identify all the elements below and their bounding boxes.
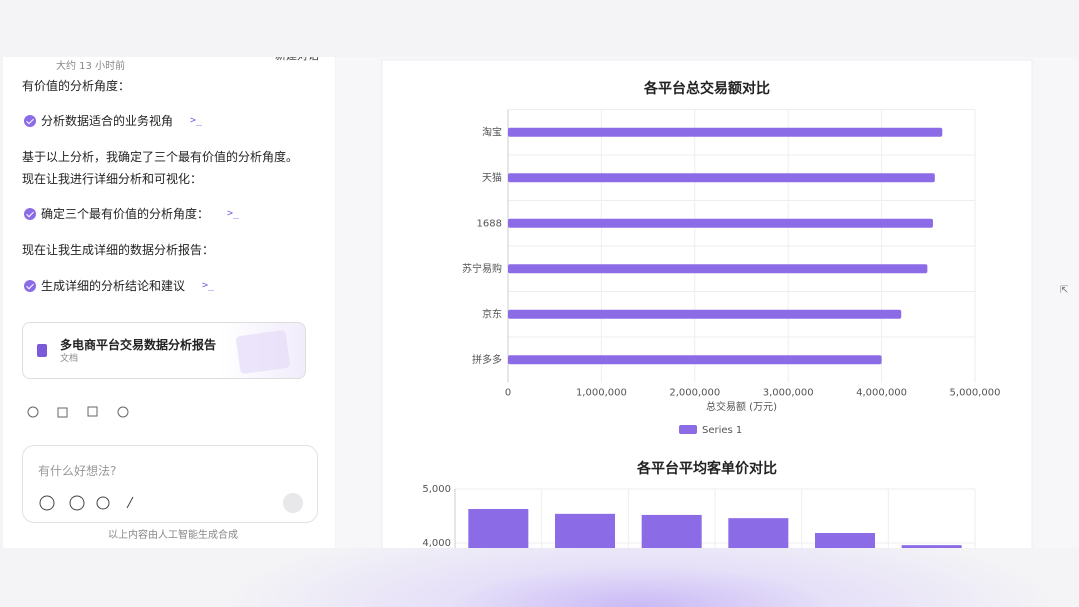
bar bbox=[901, 545, 962, 548]
terminal-icon[interactable]: >_ bbox=[202, 280, 215, 291]
action-icons bbox=[27, 406, 129, 418]
input-placeholder: 有什么好想法? bbox=[38, 464, 117, 478]
y-tick-label: 5,000 bbox=[422, 484, 451, 495]
send-button[interactable] bbox=[283, 493, 303, 513]
bar bbox=[508, 264, 928, 274]
doc-thumbnail bbox=[235, 329, 291, 375]
message-text: 有价值的分析角度： bbox=[22, 79, 131, 93]
bar bbox=[468, 508, 529, 548]
timestamp: 大约 13 小时前 bbox=[56, 61, 126, 72]
x-axis-label: 总交易额 (万元) bbox=[706, 400, 777, 413]
message-text: 现在让我生成详细的数据分析报告： bbox=[22, 243, 215, 257]
dislike-icon[interactable] bbox=[87, 406, 98, 417]
x-tick-label: 1,000,000 bbox=[576, 388, 627, 399]
doc-subtitle: 文档 bbox=[60, 354, 79, 364]
x-tick-label: 0 bbox=[505, 388, 511, 399]
input-box[interactable]: 有什么好想法? bbox=[22, 445, 318, 523]
check-icon bbox=[24, 280, 36, 292]
new-chat-button[interactable]: 新建对话 bbox=[275, 57, 319, 67]
bar bbox=[815, 533, 875, 548]
bar bbox=[508, 173, 935, 183]
report-panel: 各平台总交易额对比 0 1,000,000 2,000,000 3,000,000 4,0… bbox=[336, 57, 1079, 548]
like-icon[interactable] bbox=[57, 407, 68, 418]
retry-icon[interactable] bbox=[27, 406, 39, 418]
chat-panel: 大约 13 小时前 新建对话 有价值的分析角度： 分析数据适合的业务视角 >_ … bbox=[3, 57, 335, 548]
terminal-icon[interactable]: >_ bbox=[227, 208, 240, 219]
step-text[interactable]: 生成详细的分析结论和建议 bbox=[41, 279, 186, 293]
step-text[interactable]: 确定三个最有价值的分析角度： bbox=[41, 207, 210, 221]
y-tick-label: 4,000 bbox=[422, 538, 451, 548]
x-tick-label: 5,000,000 bbox=[950, 388, 1001, 399]
x-tick-label: 3,000,000 bbox=[763, 388, 814, 399]
bar bbox=[508, 355, 882, 365]
chart-title: 各平台平均客单价对比 bbox=[636, 460, 777, 477]
agent-icon[interactable] bbox=[39, 495, 55, 511]
y-tick-label: 天猫 bbox=[482, 171, 502, 184]
bar bbox=[508, 218, 933, 228]
doc-title: 多电商平台交易数据分析报告 bbox=[60, 338, 217, 352]
mention-icon[interactable] bbox=[96, 496, 110, 510]
bar bbox=[728, 518, 789, 548]
charts: 各平台总交易额对比 0 1,000,000 2,000,000 3,000,000 4,0… bbox=[381, 59, 1033, 548]
legend-swatch bbox=[679, 425, 697, 434]
footer-note: 以上内容由人工智能生成合成 bbox=[108, 530, 238, 541]
check-icon bbox=[24, 208, 36, 220]
y-tick-label: 京东 bbox=[482, 307, 502, 320]
bar bbox=[641, 514, 702, 548]
bar bbox=[508, 309, 902, 319]
x-tick-label: 2,000,000 bbox=[669, 388, 720, 399]
step-text[interactable]: 分析数据适合的业务视角 bbox=[41, 114, 174, 128]
bar bbox=[555, 513, 615, 548]
y-tick-label: 1688 bbox=[477, 218, 502, 229]
attach-icon[interactable] bbox=[126, 496, 134, 509]
y-tick-label: 拼多多 bbox=[472, 353, 502, 366]
legend-label: Series 1 bbox=[702, 425, 742, 436]
input-tools bbox=[39, 493, 303, 513]
terminal-icon[interactable]: >_ bbox=[190, 115, 203, 126]
y-tick-label: 淘宝 bbox=[482, 125, 502, 138]
bar bbox=[508, 127, 943, 137]
document-card[interactable]: 多电商平台交易数据分析报告 文档 bbox=[22, 322, 306, 379]
y-tick-label: 苏宁易购 bbox=[462, 262, 502, 275]
chart-title: 各平台总交易额对比 bbox=[643, 80, 770, 97]
check-icon bbox=[24, 115, 36, 127]
chart-card bbox=[381, 59, 1033, 548]
message-text: 基于以上分析，我确定了三个最有价值的分析角度。现在让我进行详细分析和可视化： bbox=[22, 150, 299, 186]
more-icon[interactable] bbox=[117, 406, 129, 418]
web-icon[interactable] bbox=[69, 495, 85, 511]
cursor: ⇱ bbox=[1060, 285, 1069, 296]
doc-icon bbox=[37, 344, 47, 357]
x-tick-label: 4,000,000 bbox=[856, 388, 907, 399]
